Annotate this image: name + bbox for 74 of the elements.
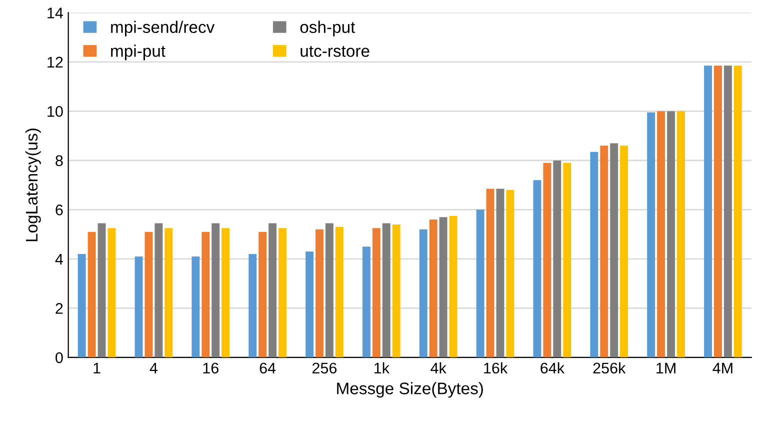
bar	[610, 143, 618, 358]
bar	[486, 188, 494, 358]
y-tick-label: 12	[48, 56, 63, 68]
bar	[258, 232, 267, 358]
bar	[154, 223, 163, 358]
y-tick-label: 4	[55, 254, 64, 264]
y-tick-label: 14	[48, 8, 64, 18]
bar	[78, 254, 86, 358]
bar	[316, 229, 324, 358]
bar	[620, 146, 628, 358]
bar	[278, 228, 286, 358]
y-tick-label: 10	[48, 106, 63, 117]
bar	[212, 223, 220, 358]
bar	[98, 223, 106, 358]
bar	[164, 228, 173, 358]
legend-label: mpi-put	[111, 44, 166, 60]
bar	[335, 226, 344, 358]
bar	[325, 223, 334, 358]
x-tick-label: 256k	[593, 362, 626, 374]
bar	[134, 256, 143, 358]
y-tick-label: 2	[56, 303, 63, 314]
bar	[382, 223, 390, 358]
x-tick-label: 16k	[484, 362, 508, 374]
bar	[496, 188, 504, 358]
x-tick-label: 1k	[374, 362, 390, 374]
bar	[553, 160, 562, 358]
bar	[144, 232, 153, 358]
bar	[268, 223, 277, 358]
bar	[724, 66, 732, 358]
bar	[392, 224, 400, 358]
bar	[647, 112, 656, 358]
x-tick-label: 4	[150, 362, 158, 374]
bar	[543, 162, 552, 358]
legend-label: mpi-send/recv	[111, 20, 215, 36]
bar	[248, 254, 257, 358]
bar	[362, 246, 370, 358]
x-tick-label: 256	[312, 362, 337, 374]
bar	[714, 66, 722, 358]
legend-label: utc-rstore	[300, 46, 370, 57]
bar	[506, 190, 514, 358]
y-axis-title: LogLatency(us)	[25, 128, 41, 242]
legend-label: osh-put	[300, 20, 356, 36]
bar	[657, 111, 666, 358]
bar	[563, 162, 572, 358]
bar	[192, 256, 200, 358]
x-tick-label: 4k	[430, 362, 446, 374]
bar	[439, 217, 448, 358]
bar	[419, 229, 428, 358]
x-tick-label: 1M	[656, 362, 676, 374]
bar	[667, 111, 675, 358]
x-tick-label: 64k	[540, 362, 565, 374]
bar	[533, 180, 542, 358]
bar	[704, 66, 712, 358]
y-tick-label: 0	[56, 352, 63, 364]
x-tick-label: 1	[94, 362, 100, 374]
x-tick-label: 16	[203, 362, 218, 374]
bar	[734, 66, 742, 358]
y-tick-label: 8	[56, 155, 63, 166]
bar	[429, 220, 438, 358]
bar	[590, 152, 598, 358]
x-tick-label: 64	[260, 362, 276, 374]
x-tick-label: 4M	[712, 362, 732, 374]
bar	[222, 228, 230, 358]
y-tick-label: 6	[56, 204, 63, 216]
bar	[372, 228, 380, 358]
bar	[202, 232, 210, 358]
bar	[88, 232, 96, 358]
bar	[449, 216, 458, 358]
x-axis-title: Messge Size(Bytes)	[337, 382, 483, 398]
bar	[600, 146, 608, 358]
bar	[306, 252, 314, 358]
bar	[476, 210, 484, 358]
bar	[108, 228, 116, 358]
bar	[676, 111, 685, 358]
